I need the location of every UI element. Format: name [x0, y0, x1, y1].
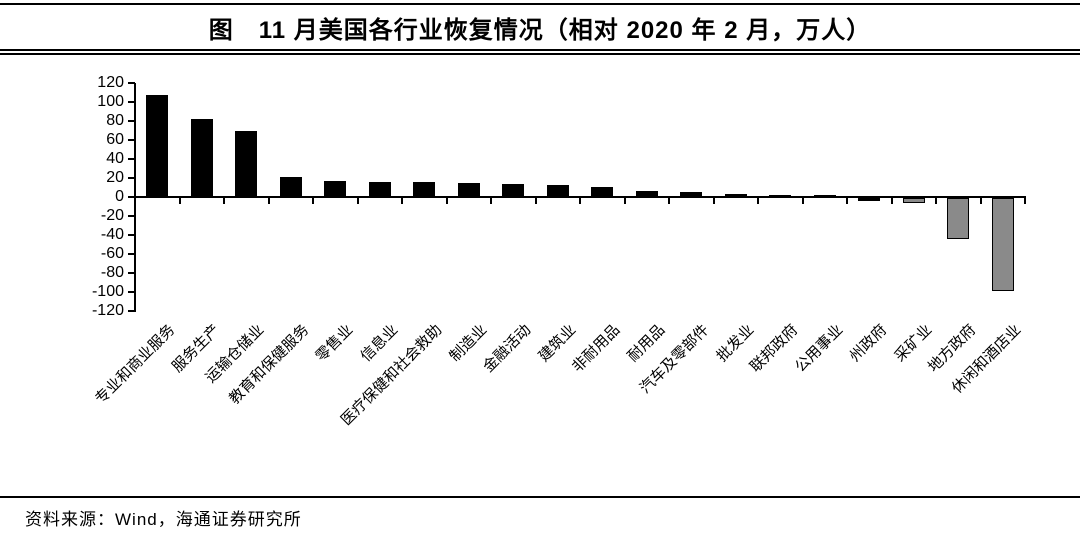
x-axis-tick	[979, 198, 982, 204]
x-axis-tick	[623, 198, 626, 204]
title-divider-lower-rule	[0, 53, 1080, 55]
y-axis-tick	[128, 291, 135, 293]
data-source-note: 资料来源：Wind，海通证券研究所	[25, 510, 302, 529]
x-axis-tick	[935, 198, 937, 204]
footer-divider-rule	[0, 496, 1080, 498]
x-axis-category-label: 专业和商业服务	[92, 321, 179, 408]
bar-联邦政府	[769, 195, 792, 197]
y-axis-tick	[128, 215, 135, 217]
bar-chart: 120 100 80 60 40 20 0 -20 -40 -60 -80 -100 -120 专业和商业…	[91, 74, 1026, 429]
bar-批发业	[724, 194, 747, 197]
x-axis-category-label: 零售业	[312, 321, 357, 366]
y-axis-tick	[128, 158, 135, 160]
x-axis-tick	[223, 198, 225, 204]
x-axis-tick	[668, 198, 670, 204]
x-axis-tick	[846, 198, 848, 204]
bar-专业和商业服务	[146, 95, 169, 197]
x-axis-tick	[267, 198, 270, 204]
x-axis-tick	[445, 198, 448, 204]
bar-零售业	[324, 180, 347, 197]
y-axis-tick-label: -100	[91, 283, 124, 300]
bar-公用事业	[813, 195, 836, 197]
y-axis-tick	[128, 82, 135, 84]
bar-汽车及零部件	[680, 192, 703, 197]
x-axis-tick	[312, 198, 314, 204]
x-axis-line	[134, 196, 1026, 198]
figure-title: 图 11 月美国各行业恢复情况（相对 2020 年 2 月，万人）	[208, 17, 872, 44]
y-axis-tick	[128, 272, 135, 274]
y-axis-tick	[128, 196, 135, 198]
y-axis-tick-label: -120	[91, 302, 124, 319]
x-axis-tick	[356, 198, 359, 204]
x-axis-tick	[178, 198, 181, 204]
x-axis-tick	[712, 198, 715, 204]
top-border-rule	[0, 3, 1080, 5]
bar-休闲和酒店业	[991, 198, 1014, 292]
bar-医疗保健和社会救助	[413, 181, 436, 197]
y-axis-tick-label: -80	[100, 264, 124, 281]
x-axis-tick	[757, 198, 759, 204]
y-axis-tick-label: 60	[106, 131, 124, 148]
bar-非耐用品	[591, 186, 614, 197]
y-axis-tick-label: -40	[100, 226, 124, 243]
x-axis-category-label: 教育和保健服务	[225, 321, 313, 408]
x-axis-tick	[401, 198, 403, 204]
y-axis-tick-label: 0	[115, 188, 124, 205]
y-axis-tick-label: 80	[106, 112, 124, 129]
x-axis-category-label: 公用事业	[791, 321, 847, 376]
bar-建筑业	[546, 184, 569, 197]
bar-耐用品	[635, 191, 658, 197]
y-axis-tick-label: 40	[106, 150, 124, 167]
y-axis-tick	[128, 120, 135, 122]
y-axis-tick	[128, 139, 135, 141]
bar-服务生产	[190, 119, 213, 197]
y-axis-tick-label: -60	[100, 245, 124, 262]
x-axis-category-label: 州政府	[846, 321, 891, 366]
bar-信息业	[368, 181, 391, 197]
x-axis-tick	[579, 198, 581, 204]
x-axis-tick	[890, 198, 893, 204]
x-axis-tick	[490, 198, 492, 204]
y-axis-tick-label: -20	[100, 207, 124, 224]
y-axis-tick-label: 100	[97, 93, 124, 110]
bar-金融活动	[502, 183, 525, 197]
y-axis-tick-label: 20	[106, 169, 124, 186]
bar-州政府	[858, 198, 881, 201]
x-axis-tick	[1024, 198, 1026, 204]
y-axis-tick	[128, 253, 135, 255]
bar-教育和保健服务	[279, 177, 302, 197]
x-axis-tick	[801, 198, 804, 204]
y-axis-tick	[128, 234, 135, 236]
x-axis-tick	[134, 198, 136, 204]
x-axis-category-label: 非耐用品	[569, 321, 624, 376]
y-axis-tick	[128, 101, 135, 103]
y-axis-tick	[128, 310, 135, 312]
title-divider-upper-rule	[0, 49, 1080, 51]
x-axis-category-label: 金融活动	[480, 321, 535, 376]
y-axis-tick-label: 120	[97, 74, 124, 91]
y-axis-tick	[128, 177, 135, 179]
bar-运输仓储业	[235, 130, 258, 197]
x-axis-tick	[534, 198, 537, 204]
x-axis-category-label: 联邦政府	[747, 321, 802, 376]
bar-采矿业	[902, 198, 925, 203]
bar-地方政府	[947, 198, 970, 239]
bar-制造业	[457, 182, 480, 197]
